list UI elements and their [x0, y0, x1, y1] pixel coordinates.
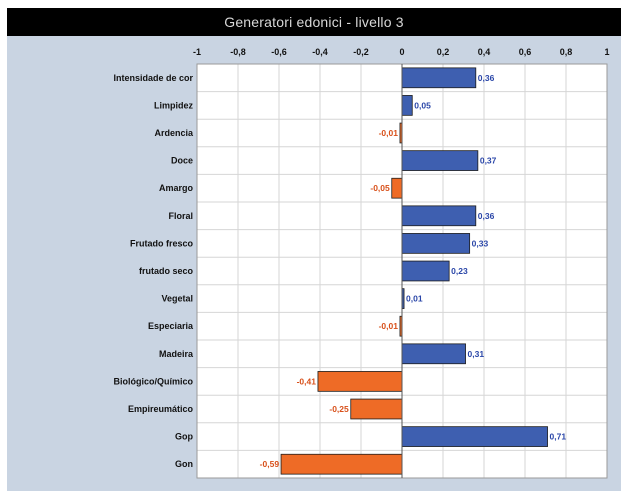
x-tick-label: -0,6 — [271, 47, 287, 57]
category-label: Amargo — [159, 183, 194, 193]
bar — [350, 398, 403, 420]
bar — [401, 95, 413, 116]
category-label: Vegetal — [161, 294, 193, 304]
x-tick-label: -0,4 — [312, 47, 328, 57]
category-label: Doce — [171, 156, 193, 166]
category-label: Biológico/Químico — [113, 376, 193, 386]
category-label: Especiaria — [148, 321, 194, 331]
bar — [391, 177, 403, 199]
bar — [401, 343, 466, 365]
category-label: Empireumático — [128, 404, 194, 414]
x-tick-label: 0,4 — [478, 47, 491, 57]
x-tick-label: -0,2 — [353, 47, 369, 57]
bar — [401, 67, 477, 89]
chart-frame: Generatori edonici - livello 3 -1 -0,8 -0,… — [7, 8, 621, 491]
data-label: 0,31 — [468, 349, 485, 359]
category-label: Gon — [175, 459, 193, 469]
data-label: -0,59 — [260, 459, 280, 469]
category-label: Floral — [168, 211, 193, 221]
data-label: 0,05 — [414, 100, 431, 110]
data-label: -0,01 — [379, 128, 399, 138]
data-label: 0,37 — [480, 156, 497, 166]
data-label: 0,33 — [472, 238, 489, 248]
bar — [280, 453, 403, 475]
data-label: 0,01 — [406, 294, 423, 304]
category-label: Intensidade de cor — [113, 73, 193, 83]
x-tick-label: 0,6 — [519, 47, 532, 57]
bar — [401, 260, 450, 282]
bar — [401, 205, 477, 227]
bar-chart: -1 -0,8 -0,6 -0,4 -0,2 0 0,2 0,4 0,6 0,8 1 0,36 Inte… — [113, 47, 610, 479]
x-tick-label: -0,8 — [230, 47, 246, 57]
x-tick-label: 1 — [604, 47, 609, 57]
bar — [401, 150, 479, 171]
bar — [317, 371, 403, 392]
x-tick-label: 0,8 — [560, 47, 573, 57]
x-tick-label: 0,2 — [437, 47, 450, 57]
data-label: 0,36 — [478, 211, 495, 221]
data-label: -0,01 — [379, 321, 399, 331]
bar — [401, 426, 548, 447]
x-tick-label: 0 — [399, 47, 404, 57]
chart-title: Generatori edonici - livello 3 — [7, 8, 621, 36]
category-label: frutado seco — [139, 266, 194, 276]
category-label: Madeira — [159, 349, 194, 359]
category-label: Gop — [175, 432, 193, 442]
data-label: 0,23 — [451, 266, 468, 276]
x-tick-label: -1 — [193, 47, 201, 57]
data-label: 0,36 — [478, 73, 495, 83]
bar — [401, 233, 471, 254]
data-label: -0,25 — [329, 404, 349, 414]
data-label: -0,05 — [370, 183, 390, 193]
category-label: Ardencia — [154, 128, 194, 138]
category-label: Limpidez — [154, 100, 194, 110]
data-label: 0,71 — [550, 432, 567, 442]
data-label: -0,41 — [297, 376, 317, 386]
category-label: Frutado fresco — [130, 238, 194, 248]
